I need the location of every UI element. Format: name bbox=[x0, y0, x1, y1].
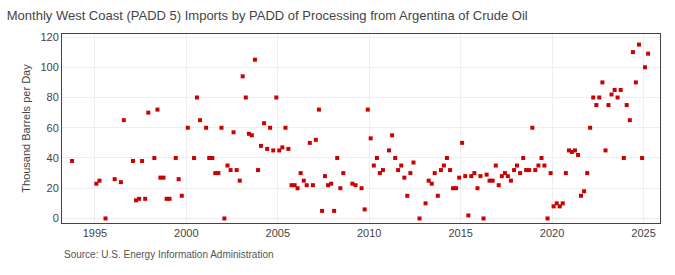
svg-text:2020: 2020 bbox=[540, 227, 564, 239]
svg-text:2010: 2010 bbox=[357, 227, 381, 239]
svg-text:Monthly West Coast (PADD 5) Im: Monthly West Coast (PADD 5) Imports by P… bbox=[7, 8, 528, 23]
svg-text:2025: 2025 bbox=[631, 227, 655, 239]
svg-text:2000: 2000 bbox=[174, 227, 198, 239]
svg-text:2015: 2015 bbox=[448, 227, 472, 239]
svg-text:2005: 2005 bbox=[266, 227, 290, 239]
svg-text:0: 0 bbox=[53, 212, 59, 224]
svg-text:100: 100 bbox=[40, 61, 58, 73]
svg-text:120: 120 bbox=[40, 31, 58, 43]
svg-text:40: 40 bbox=[47, 152, 59, 164]
svg-text:Thousand Barrels per Day: Thousand Barrels per Day bbox=[20, 64, 32, 193]
svg-text:80: 80 bbox=[47, 91, 59, 103]
svg-text:1995: 1995 bbox=[83, 227, 107, 239]
svg-text:Source: U.S. Energy Informatio: Source: U.S. Energy Information Administ… bbox=[64, 249, 274, 260]
svg-text:60: 60 bbox=[47, 122, 59, 134]
svg-text:20: 20 bbox=[47, 182, 59, 194]
